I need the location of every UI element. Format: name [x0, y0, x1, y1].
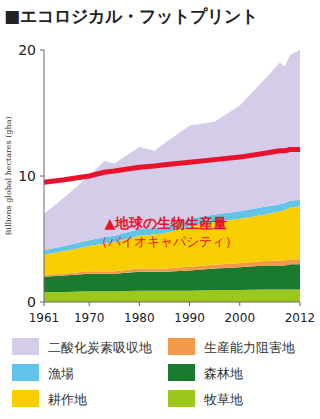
legend-swatch: [12, 390, 39, 407]
y-tick-label: 10: [18, 168, 36, 184]
x-tick: [89, 302, 90, 306]
x-tick-label: 2012: [285, 311, 316, 325]
legend-label: 耕作地: [48, 392, 87, 407]
legend-swatch: [168, 364, 195, 381]
x-tick: [44, 302, 45, 306]
y-tick: [40, 302, 44, 303]
line-label: ▲地球の生物生産量: [105, 215, 228, 231]
legend-label: 二酸化炭素吸収地: [48, 340, 152, 355]
y-tick-label: 20: [18, 42, 36, 58]
y-tick: [40, 50, 44, 51]
x-tick-label: 1990: [174, 311, 205, 325]
x-tick-label: 1961: [29, 311, 60, 325]
annotation: （バイオキャパシティ）: [95, 234, 238, 249]
legend-label: 生産能力阻害地: [204, 340, 295, 355]
legend-swatch: [168, 390, 195, 407]
area: [44, 50, 300, 250]
x-axis: [44, 302, 300, 303]
y-axis-label: Billions global hectares (gha): [4, 116, 13, 235]
title: ■エコロジカル・フットプリント: [4, 6, 258, 26]
legend-swatch: [12, 338, 39, 355]
x-tick: [300, 302, 301, 306]
x-tick-label: 2000: [224, 311, 255, 325]
line: [44, 150, 300, 183]
plot-area: [44, 50, 300, 302]
x-tick: [189, 302, 190, 306]
legend-label: 牧草地: [204, 392, 243, 407]
legend-swatch: [12, 364, 39, 381]
y-tick-label: 0: [27, 294, 36, 310]
x-tick-label: 1980: [124, 311, 155, 325]
x-tick: [139, 302, 140, 306]
legend-label: 漁場: [48, 366, 74, 381]
x-tick: [239, 302, 240, 306]
y-tick: [40, 176, 44, 177]
legend-label: 森林地: [204, 366, 243, 381]
chart: ■エコロジカル・フットプリント Billions global hectares …: [0, 0, 320, 419]
legend-swatch: [168, 338, 195, 355]
x-tick-label: 1970: [74, 311, 105, 325]
